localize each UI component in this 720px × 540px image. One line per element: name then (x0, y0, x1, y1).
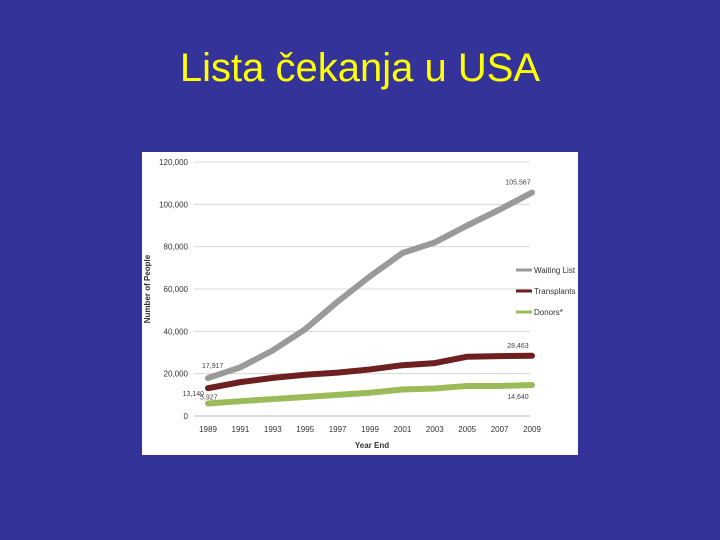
data-label: 13,140 (183, 391, 205, 398)
x-tick-label: 2001 (394, 425, 412, 434)
legend-entry: Donors* (534, 308, 563, 317)
line-chart: 0 20,000 40,000 60,000 80,000 100,000 120,000 1… (143, 158, 576, 450)
data-label: 105,567 (505, 180, 530, 187)
legend-entry: Transplants (534, 287, 576, 296)
data-label: 28,463 (507, 343, 529, 350)
x-tick-label: 2009 (523, 425, 541, 434)
series-line-donors (205, 382, 535, 407)
y-tick-label: 120,000 (159, 158, 188, 167)
x-tick-label: 1989 (199, 425, 217, 434)
data-label: 17,917 (202, 363, 224, 370)
x-axis-title: Year End (355, 441, 389, 450)
slide-title: Lista čekanja u USA (179, 46, 541, 90)
legend-entry: Waiting List (534, 266, 576, 275)
series-line-waiting-list (205, 189, 535, 382)
x-tick-label: 1991 (232, 425, 250, 434)
x-tick-label: 1997 (329, 425, 347, 434)
x-tick-label: 1993 (264, 425, 282, 434)
x-tick-label: 1995 (296, 425, 314, 434)
y-tick-label: 20,000 (164, 370, 189, 379)
data-label: 14,640 (507, 394, 529, 401)
x-tick-label: 1999 (361, 425, 379, 434)
y-tick-label: 100,000 (159, 200, 188, 209)
x-tick-label: 2003 (426, 425, 444, 434)
series-line-transplants (205, 352, 535, 392)
y-tick-label: 60,000 (164, 285, 189, 294)
chart-panel: 0 20,000 40,000 60,000 80,000 100,000 120,000 1… (142, 152, 578, 455)
y-tick-label: 0 (184, 412, 189, 421)
x-tick-label: 2005 (458, 425, 476, 434)
y-tick-label: 80,000 (164, 243, 189, 252)
y-tick-label: 40,000 (164, 327, 189, 336)
data-label: 5,927 (200, 394, 218, 401)
x-tick-label: 2007 (491, 425, 509, 434)
y-axis-title: Number of People (143, 254, 152, 323)
